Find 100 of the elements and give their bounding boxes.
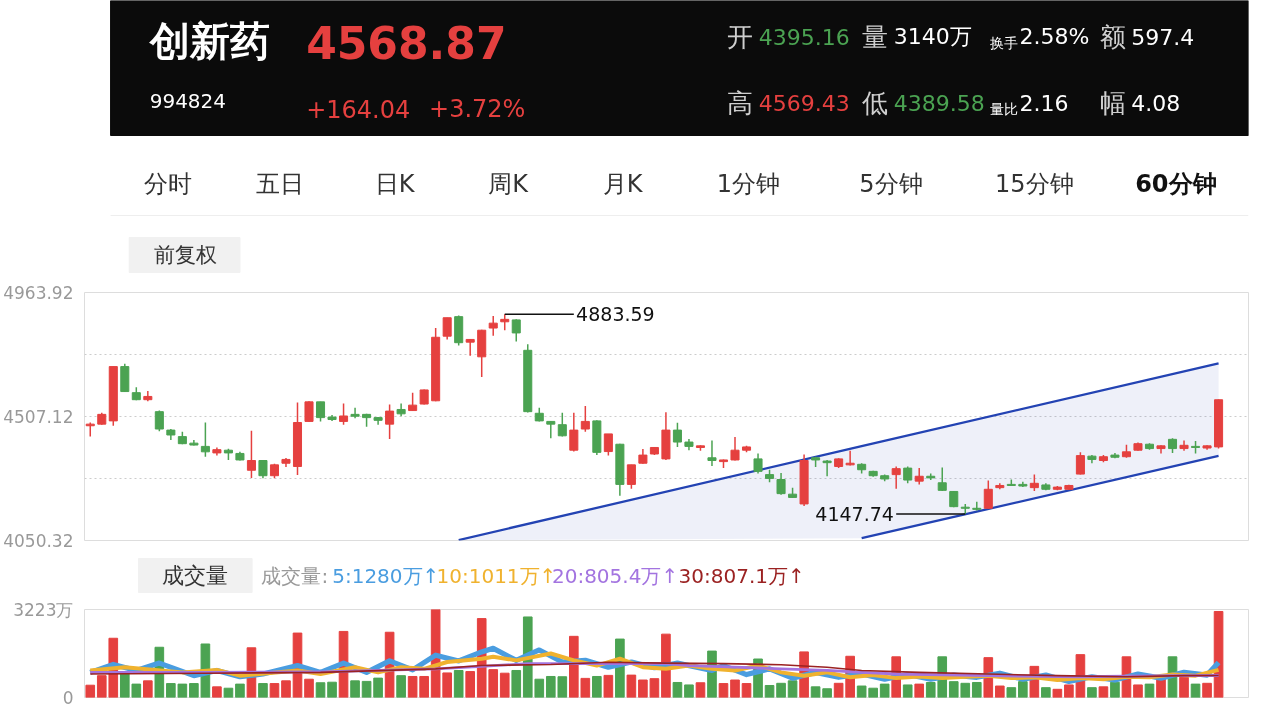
text: 4395.16 <box>758 24 850 50</box>
bar <box>718 683 729 698</box>
bar <box>1052 688 1063 698</box>
bar <box>350 680 360 698</box>
candlestick <box>385 403 395 440</box>
bar <box>1018 681 1028 698</box>
candlestick <box>753 452 763 475</box>
text: 2.16 <box>1019 90 1069 116</box>
bar <box>730 679 740 698</box>
bar <box>1110 681 1120 698</box>
bar <box>85 684 96 698</box>
bar <box>511 669 522 698</box>
bar <box>902 684 913 698</box>
chart-subtitle: 994824 <box>149 88 227 113</box>
y-tick-label: 4963.92 <box>3 283 74 303</box>
text: 4568.87 <box>306 18 507 69</box>
text: 周K <box>488 169 530 198</box>
bar <box>684 684 694 698</box>
bar <box>603 674 614 698</box>
candlestick <box>730 436 740 462</box>
text: 30:807.1万↑ <box>678 563 805 588</box>
text: +3.72% <box>429 94 526 123</box>
candlestick <box>546 420 556 439</box>
text: 60分钟 <box>1135 169 1217 198</box>
candlestick <box>465 338 475 357</box>
candlestick <box>246 429 256 479</box>
chart-title: 成交量 <box>162 563 229 588</box>
bar <box>453 669 464 698</box>
y-tick-label: 4050.32 <box>3 531 74 551</box>
bar <box>1179 676 1189 698</box>
candlestick <box>707 439 717 467</box>
candlestick <box>350 407 360 419</box>
text: 4569.43 <box>758 90 850 116</box>
text: 3140万 <box>893 24 972 49</box>
bar <box>741 683 752 698</box>
text: 日K <box>374 169 416 198</box>
candlestick <box>1179 439 1189 452</box>
text: 5分钟 <box>859 169 923 198</box>
text: 15分钟 <box>995 169 1074 198</box>
bar <box>258 683 268 698</box>
candlestick <box>672 422 682 448</box>
bar <box>1213 610 1224 698</box>
candlestick <box>845 449 855 467</box>
chart-title: 创新药 <box>148 17 270 64</box>
bar <box>281 680 291 698</box>
bar <box>879 683 890 698</box>
candlestick <box>776 472 786 496</box>
bar <box>695 682 706 698</box>
text: 月K <box>602 169 644 198</box>
bar <box>212 686 222 698</box>
bar <box>269 683 280 698</box>
candlestick <box>569 411 579 453</box>
text: 4.08 <box>1131 90 1181 116</box>
candlestick <box>488 315 498 337</box>
bar <box>626 674 637 698</box>
bar <box>914 683 925 698</box>
candlestick <box>200 421 210 458</box>
bar <box>465 671 476 698</box>
bar <box>235 683 245 698</box>
y-tick-label: 0 <box>62 687 74 708</box>
legend-title: 成交量: <box>261 563 329 588</box>
candlestick <box>972 501 982 512</box>
text: 4883.59 <box>576 303 655 326</box>
candlestick <box>557 411 567 438</box>
candlestick <box>580 405 590 433</box>
bar <box>994 685 1005 698</box>
bar <box>315 682 326 698</box>
text: 换手 <box>989 34 1018 51</box>
bar <box>223 687 234 698</box>
text: 4389.58 <box>893 90 985 116</box>
candlestick <box>891 465 901 490</box>
bar <box>1202 682 1212 698</box>
candlestick <box>937 466 947 492</box>
bar <box>327 681 337 698</box>
text: 幅 <box>1099 87 1126 118</box>
text: 1分钟 <box>716 169 781 198</box>
text: 五日 <box>256 169 305 198</box>
bar <box>971 681 982 698</box>
candlestick <box>822 459 832 477</box>
candlestick <box>603 433 613 457</box>
bar <box>499 672 510 698</box>
text: 4147.74 <box>815 503 894 526</box>
bar <box>787 680 798 698</box>
y-tick-label: 3223万 <box>13 599 74 620</box>
text: 额 <box>1099 21 1126 52</box>
candlestick <box>339 402 349 426</box>
bar <box>672 681 683 698</box>
bar <box>1006 687 1017 698</box>
candlestick <box>983 479 993 510</box>
text: 量 <box>862 21 889 52</box>
bar <box>1133 684 1143 698</box>
bar <box>1190 683 1201 698</box>
text: 597.4 <box>1131 24 1195 50</box>
text: 低 <box>862 87 889 118</box>
candlestick <box>304 400 314 423</box>
candlestick <box>442 316 452 341</box>
candlestick <box>511 318 521 343</box>
bar <box>1041 687 1051 698</box>
text: 开 <box>727 21 754 52</box>
candlestick <box>315 401 326 423</box>
